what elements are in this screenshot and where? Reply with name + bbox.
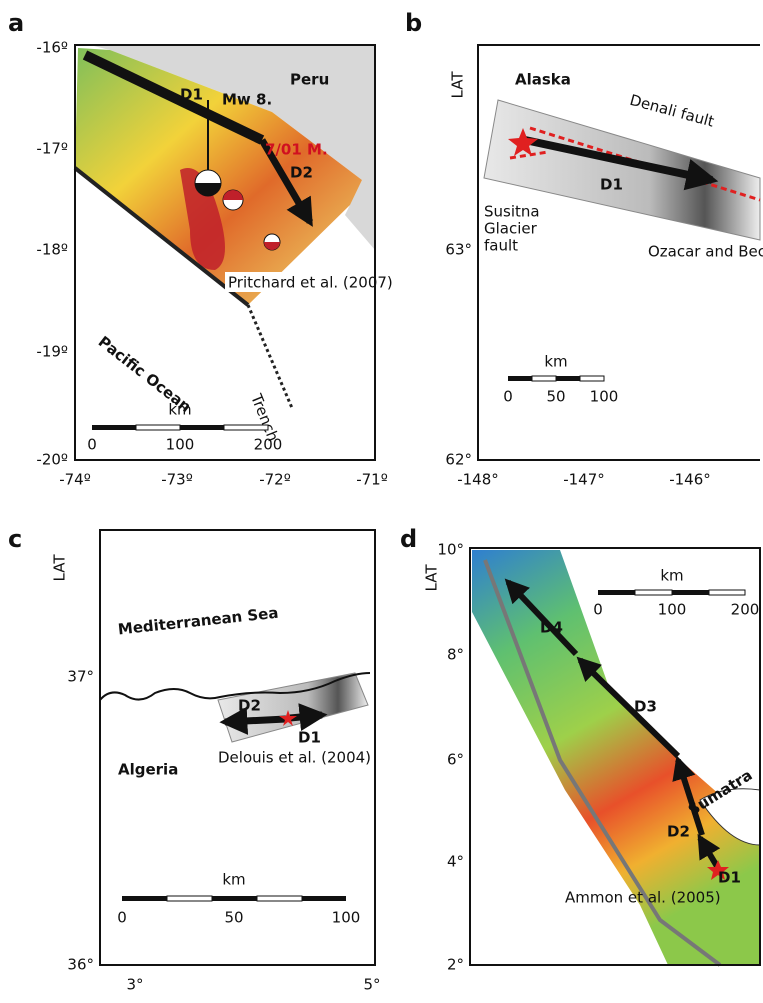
scale-bar [92, 425, 136, 430]
y-tick-label: -18º [36, 241, 68, 259]
y-tick-label: 4° [447, 853, 464, 871]
axis-title: LAT [423, 564, 441, 592]
x-tick-label: 3° [126, 976, 143, 994]
scale-bar [224, 425, 268, 430]
annotation: Ozacar and Beck (2004) [648, 243, 763, 261]
annotation: Pritchard et al. (2007) [228, 274, 393, 292]
annotation: Denali fault [628, 91, 716, 131]
scale-label: 0 [87, 436, 97, 454]
scale-bar [672, 590, 709, 595]
scale-bar [167, 896, 212, 901]
region-label: Peru [290, 71, 329, 89]
annotation: D4 [540, 619, 563, 637]
figure: a D1 Mw 8. D2 7/01 M. Pritchard et al. (… [0, 0, 763, 999]
scale-bar [635, 590, 672, 595]
annotation: D1 [298, 729, 321, 747]
fault-label: Susitna [484, 203, 540, 221]
y-tick-label: 37° [67, 668, 94, 686]
x-tick-label: -148° [457, 471, 499, 489]
scale-label: 200 [731, 601, 760, 619]
trench [248, 305, 292, 408]
region-label: Algeria [118, 761, 178, 779]
scale-bar [257, 896, 302, 901]
annotation: D1 [718, 869, 741, 887]
scale-label: 0 [593, 601, 603, 619]
y-tick-label: 6° [447, 751, 464, 769]
annotation: Delouis et al. (2004) [218, 749, 371, 767]
x-tick-label: -72º [259, 471, 291, 489]
scale-bar [122, 896, 167, 901]
panel-label: b [405, 9, 422, 37]
region-label: Alaska [515, 71, 571, 89]
sea-label: Mediterranean Sea [117, 604, 279, 639]
scale-bar [508, 376, 532, 381]
scale-bar [136, 425, 180, 430]
scale-label: 100 [166, 436, 195, 454]
y-tick-label: -16º [36, 39, 68, 57]
annotation: D1 [180, 86, 203, 104]
scale-unit: km [222, 871, 245, 889]
panel-label: c [8, 525, 22, 553]
fault-label: fault [484, 237, 518, 255]
y-tick-label: 36° [67, 956, 94, 974]
panel-c: c LAT Mediterranean Sea Algeria D2 D1 De… [8, 525, 381, 994]
scale-label: 0 [503, 388, 513, 406]
annotation: D3 [634, 698, 657, 716]
annotation: 7/01 M. [265, 141, 328, 159]
scale-bar [556, 376, 580, 381]
scale-bar [302, 896, 346, 901]
y-tick-label: 8° [447, 646, 464, 664]
y-tick-label: 63° [445, 241, 472, 259]
scale-bar [598, 590, 635, 595]
scale-bar [212, 896, 257, 901]
arrow [225, 719, 286, 722]
annotation: D2 [238, 697, 261, 715]
y-tick-label: 10° [437, 541, 464, 559]
scale-label: 100 [658, 601, 687, 619]
scale-bar [580, 376, 604, 381]
panel-label: a [8, 9, 24, 37]
scale-unit: km [168, 401, 191, 419]
axis-title: LAT [449, 71, 467, 99]
scale-bar [532, 376, 556, 381]
fault-label: Glacier [484, 220, 538, 238]
x-tick-label: -73º [161, 471, 193, 489]
x-tick-label: -71º [356, 471, 388, 489]
scale-label: 50 [546, 388, 565, 406]
y-tick-label: 2° [447, 956, 464, 974]
x-tick-label: 5° [363, 976, 380, 994]
y-tick-label: 62° [445, 451, 472, 469]
scale-label: 50 [224, 909, 243, 927]
panel-a: a D1 Mw 8. D2 7/01 M. Pritchard et al. (… [8, 9, 393, 489]
panel-b: b LAT Alaska Denali fault D1 Ozacar and … [405, 9, 763, 489]
y-tick-label: -20º [36, 451, 68, 469]
annotation: D2 [667, 823, 690, 841]
annotation: D2 [290, 164, 313, 182]
scale-label: 100 [590, 388, 619, 406]
scale-bar [709, 590, 745, 595]
x-tick-label: -146° [669, 471, 711, 489]
panel-d: d LAT km 0 100 200 Sumatra D4 D3 D2 D1 A… [400, 525, 760, 974]
x-tick-label: -147° [563, 471, 605, 489]
x-tick-label: -74º [59, 471, 91, 489]
scale-bar [180, 425, 224, 430]
scale-label: 200 [254, 436, 283, 454]
axis-title: LAT [51, 554, 69, 582]
scale-label: 100 [332, 909, 361, 927]
y-tick-label: -19º [36, 343, 68, 361]
annotation: Ammon et al. (2005) [565, 889, 721, 907]
annotation: D1 [600, 176, 623, 194]
panel-label: d [400, 525, 417, 553]
y-tick-label: -17º [36, 140, 68, 158]
scale-unit: km [660, 567, 683, 585]
scale-label: 0 [117, 909, 127, 927]
annotation: Mw 8. [222, 91, 272, 109]
scale-unit: km [544, 353, 567, 371]
